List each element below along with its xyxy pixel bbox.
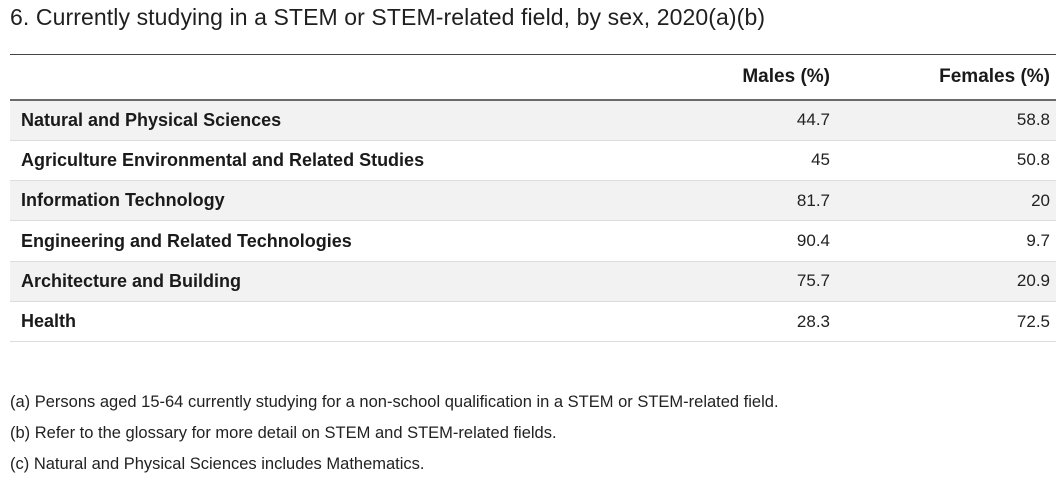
- males-value: 81.7: [650, 180, 836, 222]
- row-label: Information Technology: [10, 180, 650, 222]
- row-label: Engineering and Related Technologies: [10, 220, 650, 262]
- table-header-row: Males (%) Females (%): [10, 55, 1056, 101]
- table-row: Agriculture Environmental and Related St…: [10, 140, 1056, 182]
- females-value: 20: [836, 180, 1056, 222]
- females-value: 20.9: [836, 261, 1056, 302]
- males-value: 75.7: [650, 261, 836, 302]
- table-top-rule: [10, 54, 1056, 55]
- data-table-container: Males (%) Females (%) Natural and Physic…: [10, 54, 1056, 343]
- row-label: Natural and Physical Sciences: [10, 100, 650, 141]
- row-label: Agriculture Environmental and Related St…: [10, 140, 650, 182]
- females-value: 9.7: [836, 220, 1056, 262]
- males-value: 90.4: [650, 220, 836, 262]
- column-header-males: Males (%): [650, 55, 836, 101]
- table-row: Natural and Physical Sciences 44.7 58.8: [10, 100, 1056, 141]
- footnotes: (a) Persons aged 15-64 currently studyin…: [10, 389, 1050, 480]
- males-value: 28.3: [650, 301, 836, 343]
- females-value: 50.8: [836, 140, 1056, 182]
- table-row: Health 28.3 72.5: [10, 301, 1056, 343]
- footnote-c: (c) Natural and Physical Sciences includ…: [10, 455, 425, 473]
- table-row: Engineering and Related Technologies 90.…: [10, 220, 1056, 262]
- table-row: Information Technology 81.7 20: [10, 180, 1056, 222]
- footnote-a: (a) Persons aged 15-64 currently studyin…: [10, 393, 779, 411]
- page-title: 6. Currently studying in a STEM or STEM-…: [10, 4, 766, 30]
- column-header-label: [10, 55, 650, 101]
- column-header-females: Females (%): [836, 55, 1056, 101]
- row-label: Architecture and Building: [10, 261, 650, 302]
- footnote-b: (b) Refer to the glossary for more detai…: [10, 424, 557, 442]
- females-value: 72.5: [836, 301, 1056, 343]
- data-table: Males (%) Females (%) Natural and Physic…: [10, 55, 1056, 343]
- table-row: Architecture and Building 75.7 20.9: [10, 261, 1056, 302]
- row-label: Health: [10, 301, 650, 343]
- males-value: 45: [650, 140, 836, 182]
- females-value: 58.8: [836, 100, 1056, 141]
- males-value: 44.7: [650, 100, 836, 141]
